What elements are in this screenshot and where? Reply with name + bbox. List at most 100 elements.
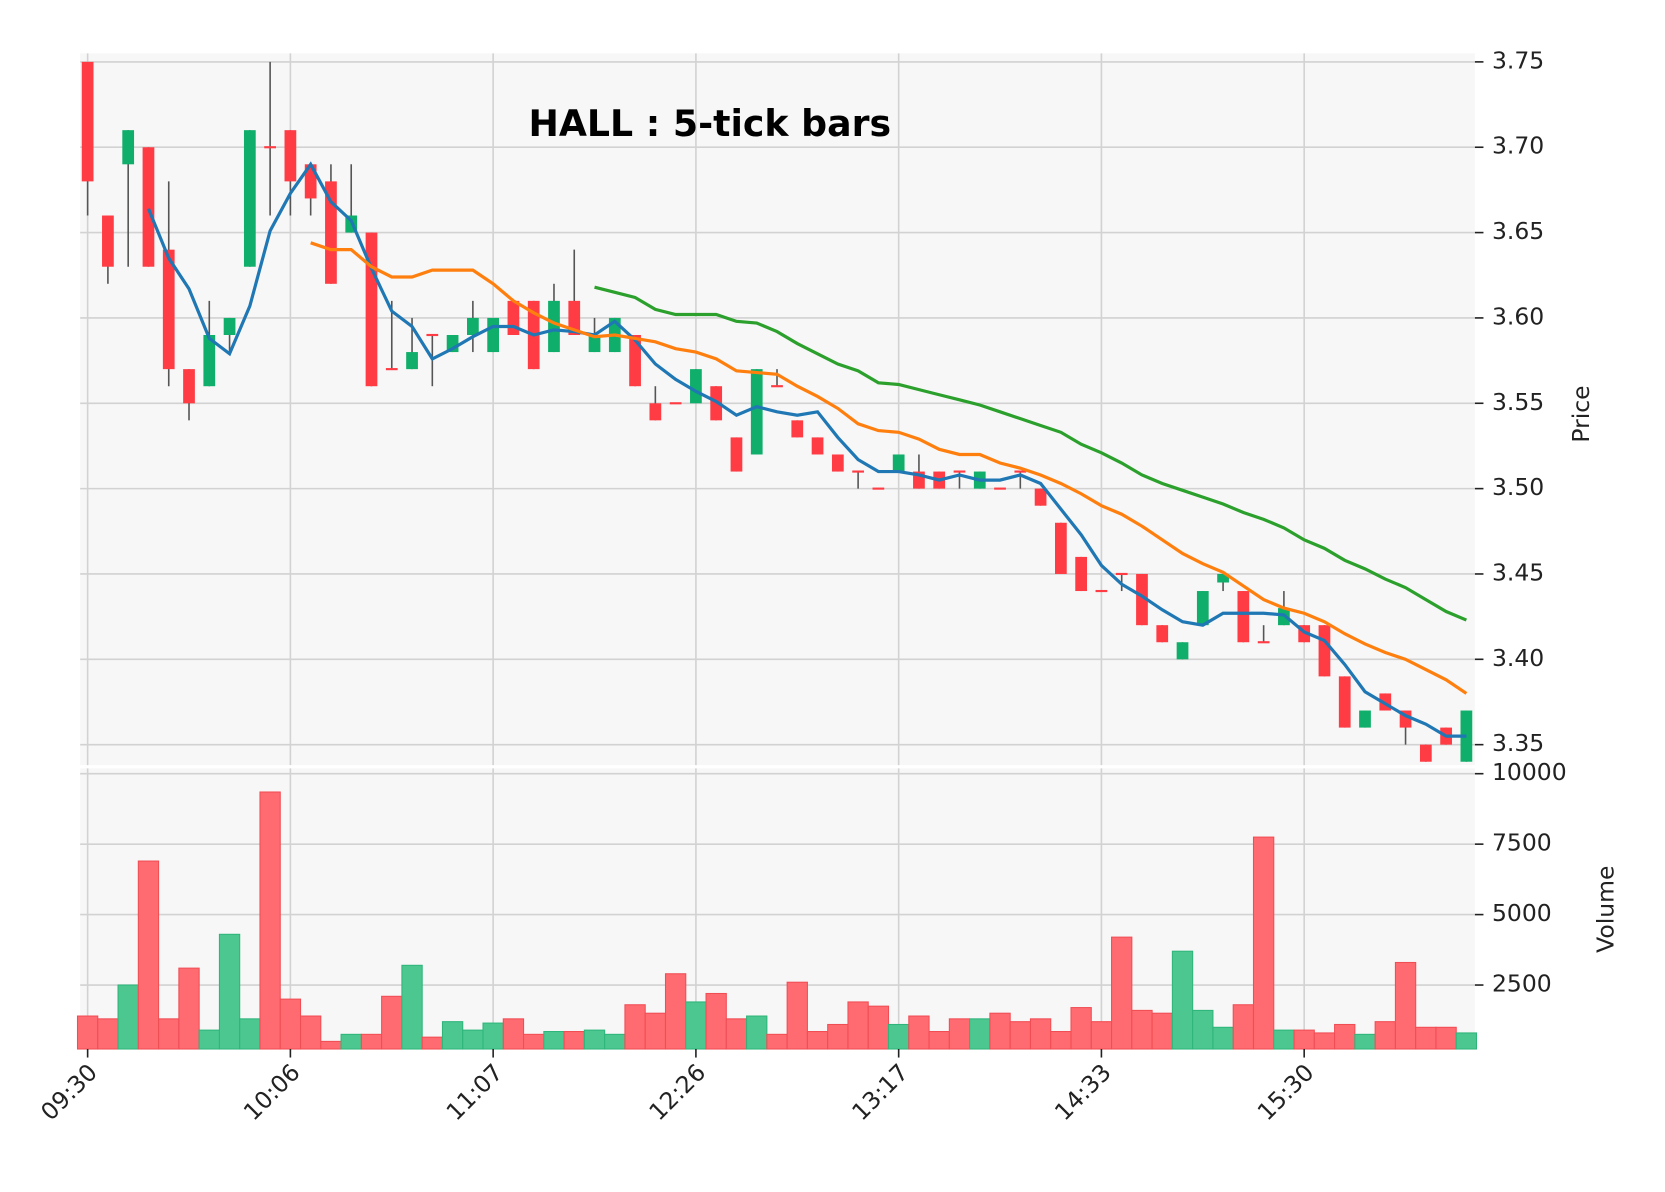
x-tick-label: 09:30	[35, 1058, 103, 1126]
moving-average-line	[594, 285, 1468, 622]
volume-bar	[583, 1029, 606, 1050]
x-tick-label: 14:33	[1049, 1058, 1117, 1126]
candle-body	[365, 232, 378, 387]
candle-body	[1136, 573, 1148, 626]
candle-body	[872, 487, 885, 490]
volume-bar	[725, 1018, 748, 1050]
candle-body	[568, 300, 581, 335]
volume-bar	[421, 1036, 443, 1050]
moving-average-line	[310, 241, 1468, 695]
candle-body	[669, 402, 682, 405]
candle-body	[913, 471, 925, 489]
volume-bar	[1354, 1033, 1376, 1050]
volume-bar	[1232, 1004, 1255, 1050]
volume-bar	[989, 1012, 1011, 1050]
candle-body	[385, 368, 398, 371]
candle-body	[588, 334, 601, 353]
volume-bar	[198, 1029, 220, 1050]
candle-body	[467, 317, 479, 335]
volume-bar	[381, 995, 403, 1050]
volume-bar	[1131, 1009, 1153, 1050]
chart-title: HALL : 5-tick bars	[528, 102, 891, 145]
candle-body	[102, 215, 114, 267]
volume-bar	[1415, 1026, 1437, 1050]
y-tick-label: 2500	[1492, 970, 1552, 998]
y-tick-label: 10000	[1492, 758, 1567, 786]
candle-body	[81, 61, 94, 182]
x-tick-label: 15:30	[1252, 1058, 1320, 1126]
candle-body	[1399, 710, 1412, 728]
candle-body	[548, 300, 560, 353]
candle-body	[831, 454, 844, 472]
candle-body	[953, 470, 966, 473]
candle-body	[892, 454, 905, 472]
y-tick-label: 7500	[1492, 829, 1552, 857]
volume-bar	[1293, 1029, 1315, 1050]
volume-bar	[137, 860, 160, 1050]
marks	[76, 61, 1478, 1050]
candle-body	[122, 130, 135, 165]
candle-body	[1014, 470, 1027, 473]
volume-bar	[1374, 1021, 1396, 1050]
candle-body	[223, 317, 236, 335]
candle-body	[1034, 488, 1047, 506]
candle-body	[811, 437, 824, 455]
candle-body	[243, 130, 256, 267]
volume-bar	[462, 1029, 484, 1050]
volume-bar	[705, 992, 727, 1050]
volume-bar	[644, 1012, 667, 1050]
volume-bar	[1111, 936, 1133, 1050]
candle-body	[426, 333, 439, 337]
volume-bar	[279, 998, 302, 1050]
volume-bar	[1070, 1007, 1092, 1050]
candle-body	[1237, 591, 1250, 643]
volume-bar	[158, 1018, 180, 1050]
volume-bar	[847, 1001, 869, 1050]
candle-body	[446, 334, 459, 353]
y-tick-label: 3.65	[1492, 217, 1544, 245]
volume-bar	[117, 984, 139, 1050]
volume-bar	[1151, 1012, 1173, 1050]
y-tick-label: 3.70	[1492, 132, 1544, 160]
candle-body	[750, 369, 763, 455]
volume-bar	[178, 967, 200, 1050]
volume-bar	[1171, 950, 1194, 1050]
candle-body	[325, 181, 337, 284]
candle-body	[1196, 591, 1209, 626]
volume-bar	[746, 1015, 768, 1050]
candle-body	[264, 146, 276, 149]
volume-bar	[786, 981, 808, 1050]
candle-body	[304, 164, 317, 199]
volume-bar	[1252, 836, 1275, 1050]
volume-bar	[766, 1033, 788, 1050]
volume-bar	[401, 964, 423, 1050]
volume-bar	[1090, 1021, 1113, 1050]
candle-body	[1176, 642, 1189, 660]
volume-bar	[299, 1015, 322, 1050]
volume-bar	[887, 1023, 910, 1050]
volume-bar	[441, 1021, 464, 1050]
volume-bar	[340, 1033, 362, 1050]
candle-body	[629, 334, 641, 387]
volume-bar	[1273, 1029, 1295, 1050]
candle-body	[1338, 676, 1351, 728]
y-tick-label: 3.35	[1492, 729, 1544, 757]
volume-bar	[259, 791, 281, 1050]
volume-bar	[1212, 1026, 1234, 1050]
volume-bar	[1009, 1021, 1031, 1050]
candle-body	[730, 437, 743, 472]
y-tick-label: 3.75	[1492, 46, 1544, 74]
volume-bar	[948, 1018, 971, 1050]
y-axis-label: Volume	[1592, 866, 1620, 953]
volume-bar	[827, 1023, 849, 1050]
volume-bar	[1455, 1032, 1478, 1050]
volume-bar	[1029, 1018, 1052, 1050]
moving-average-line	[146, 161, 1467, 738]
volume-bar	[320, 1040, 342, 1050]
y-tick-label: 3.50	[1492, 473, 1544, 501]
y-tick-label: 5000	[1492, 899, 1552, 927]
candle-body	[1075, 556, 1088, 592]
candle-body	[791, 420, 804, 438]
x-tick-label: 12:26	[644, 1058, 712, 1126]
